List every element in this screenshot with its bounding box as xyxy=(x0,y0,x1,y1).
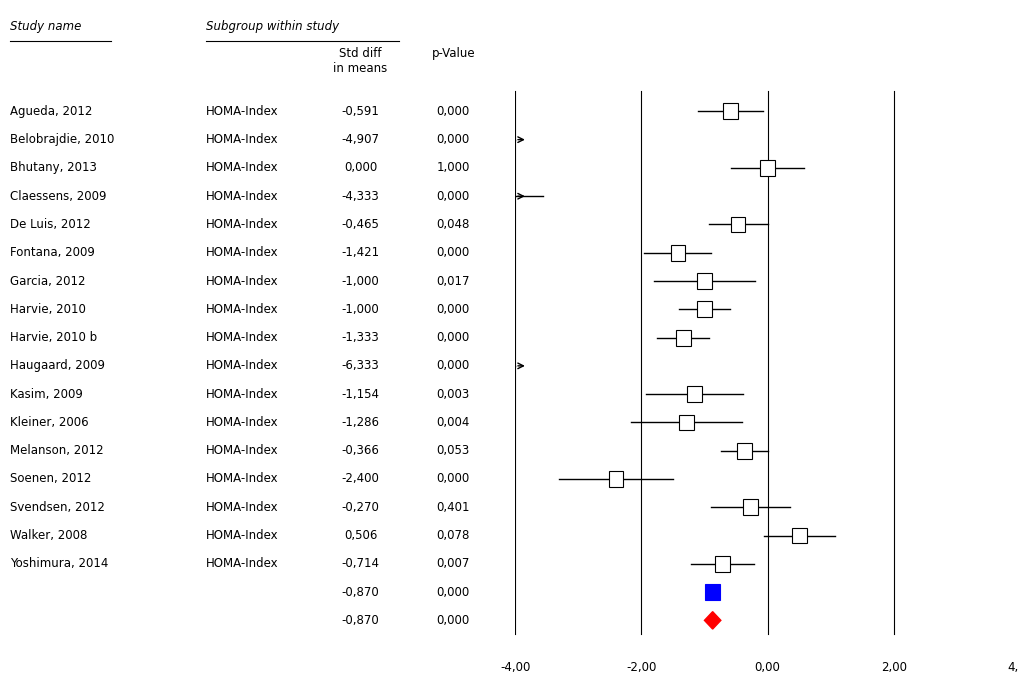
Text: Garcia, 2012: Garcia, 2012 xyxy=(10,275,86,288)
Text: Subgroup within study: Subgroup within study xyxy=(206,20,339,33)
Text: HOMA-Index: HOMA-Index xyxy=(206,558,278,570)
Text: Belobrajdie, 2010: Belobrajdie, 2010 xyxy=(10,133,114,146)
Polygon shape xyxy=(704,612,720,629)
Text: Claessens, 2009: Claessens, 2009 xyxy=(10,190,107,202)
Text: 0,000: 0,000 xyxy=(436,614,470,627)
Text: 0,003: 0,003 xyxy=(436,387,470,401)
Text: 0,007: 0,007 xyxy=(436,558,470,570)
Text: HOMA-Index: HOMA-Index xyxy=(206,161,278,174)
Bar xyxy=(714,556,729,572)
Text: HOMA-Index: HOMA-Index xyxy=(206,501,278,514)
Text: HOMA-Index: HOMA-Index xyxy=(206,359,278,373)
Text: HOMA-Index: HOMA-Index xyxy=(206,387,278,401)
Text: -1,000: -1,000 xyxy=(341,275,379,288)
Text: Harvie, 2010 b: Harvie, 2010 b xyxy=(10,331,98,344)
Text: HOMA-Index: HOMA-Index xyxy=(206,529,278,542)
Text: 0,000: 0,000 xyxy=(436,190,470,202)
Text: Melanson, 2012: Melanson, 2012 xyxy=(10,444,104,457)
Text: 0,000: 0,000 xyxy=(436,303,470,316)
Text: -2,00: -2,00 xyxy=(626,661,656,674)
Text: 0,017: 0,017 xyxy=(436,275,470,288)
Text: 2,00: 2,00 xyxy=(880,661,906,674)
Text: -0,366: -0,366 xyxy=(341,444,379,457)
Text: 0,000: 0,000 xyxy=(436,331,470,344)
Bar xyxy=(722,103,737,119)
Text: 0,000: 0,000 xyxy=(436,586,470,599)
Bar xyxy=(679,414,693,431)
Text: Yoshimura, 2014: Yoshimura, 2014 xyxy=(10,558,109,570)
Text: Study name: Study name xyxy=(10,20,82,33)
Bar xyxy=(705,584,719,600)
Text: p-Value: p-Value xyxy=(431,47,475,60)
Text: -1,286: -1,286 xyxy=(341,416,379,429)
Text: Harvie, 2010: Harvie, 2010 xyxy=(10,303,86,316)
Text: -6,333: -6,333 xyxy=(341,359,379,373)
Text: HOMA-Index: HOMA-Index xyxy=(206,246,278,259)
Text: 1,000: 1,000 xyxy=(436,161,470,174)
Bar xyxy=(759,160,774,176)
Text: -1,000: -1,000 xyxy=(341,303,379,316)
Bar xyxy=(608,471,623,487)
Text: HOMA-Index: HOMA-Index xyxy=(206,472,278,485)
Text: -4,333: -4,333 xyxy=(341,190,379,202)
Text: 0,000: 0,000 xyxy=(436,133,470,146)
Text: Kleiner, 2006: Kleiner, 2006 xyxy=(10,416,89,429)
Text: Soenen, 2012: Soenen, 2012 xyxy=(10,472,92,485)
Text: 0,000: 0,000 xyxy=(436,105,470,118)
Bar xyxy=(731,217,745,232)
Text: -0,870: -0,870 xyxy=(341,586,379,599)
Text: HOMA-Index: HOMA-Index xyxy=(206,218,278,231)
Text: Walker, 2008: Walker, 2008 xyxy=(10,529,88,542)
Bar xyxy=(792,528,806,543)
Bar xyxy=(697,273,711,289)
Text: -0,870: -0,870 xyxy=(341,614,379,627)
Text: -1,333: -1,333 xyxy=(341,331,379,344)
Text: Agueda, 2012: Agueda, 2012 xyxy=(10,105,93,118)
Text: 0,00: 0,00 xyxy=(754,661,780,674)
Text: -4,907: -4,907 xyxy=(341,133,379,146)
Text: -0,270: -0,270 xyxy=(341,501,379,514)
Text: 0,000: 0,000 xyxy=(436,472,470,485)
Text: HOMA-Index: HOMA-Index xyxy=(206,275,278,288)
Bar xyxy=(743,500,757,515)
Text: Fontana, 2009: Fontana, 2009 xyxy=(10,246,95,259)
Text: HOMA-Index: HOMA-Index xyxy=(206,190,278,202)
Text: 0,004: 0,004 xyxy=(436,416,470,429)
Text: 0,078: 0,078 xyxy=(436,529,470,542)
Text: 0,506: 0,506 xyxy=(343,529,377,542)
Bar xyxy=(737,443,751,458)
Text: -1,421: -1,421 xyxy=(341,246,379,259)
Text: Std diff
in means: Std diff in means xyxy=(333,47,387,75)
Text: HOMA-Index: HOMA-Index xyxy=(206,105,278,118)
Text: 0,000: 0,000 xyxy=(436,359,470,373)
Text: Kasim, 2009: Kasim, 2009 xyxy=(10,387,84,401)
Text: HOMA-Index: HOMA-Index xyxy=(206,133,278,146)
Text: -0,591: -0,591 xyxy=(341,105,379,118)
Text: 0,401: 0,401 xyxy=(436,501,470,514)
Text: -4,00: -4,00 xyxy=(499,661,530,674)
Text: -0,714: -0,714 xyxy=(341,558,379,570)
Text: 4,00: 4,00 xyxy=(1006,661,1019,674)
Bar xyxy=(697,302,711,317)
Text: Svendsen, 2012: Svendsen, 2012 xyxy=(10,501,105,514)
Text: Haugaard, 2009: Haugaard, 2009 xyxy=(10,359,105,373)
Text: Bhutany, 2013: Bhutany, 2013 xyxy=(10,161,97,174)
Text: -0,465: -0,465 xyxy=(341,218,379,231)
Text: 0,000: 0,000 xyxy=(436,246,470,259)
Text: De Luis, 2012: De Luis, 2012 xyxy=(10,218,91,231)
Text: 0,000: 0,000 xyxy=(343,161,377,174)
Text: HOMA-Index: HOMA-Index xyxy=(206,331,278,344)
Text: HOMA-Index: HOMA-Index xyxy=(206,303,278,316)
Text: -1,154: -1,154 xyxy=(341,387,379,401)
Bar xyxy=(669,245,685,261)
Text: HOMA-Index: HOMA-Index xyxy=(206,444,278,457)
Text: 0,053: 0,053 xyxy=(436,444,470,457)
Bar xyxy=(676,329,690,346)
Bar xyxy=(687,386,701,402)
Text: -2,400: -2,400 xyxy=(341,472,379,485)
Text: HOMA-Index: HOMA-Index xyxy=(206,416,278,429)
Text: 0,048: 0,048 xyxy=(436,218,470,231)
